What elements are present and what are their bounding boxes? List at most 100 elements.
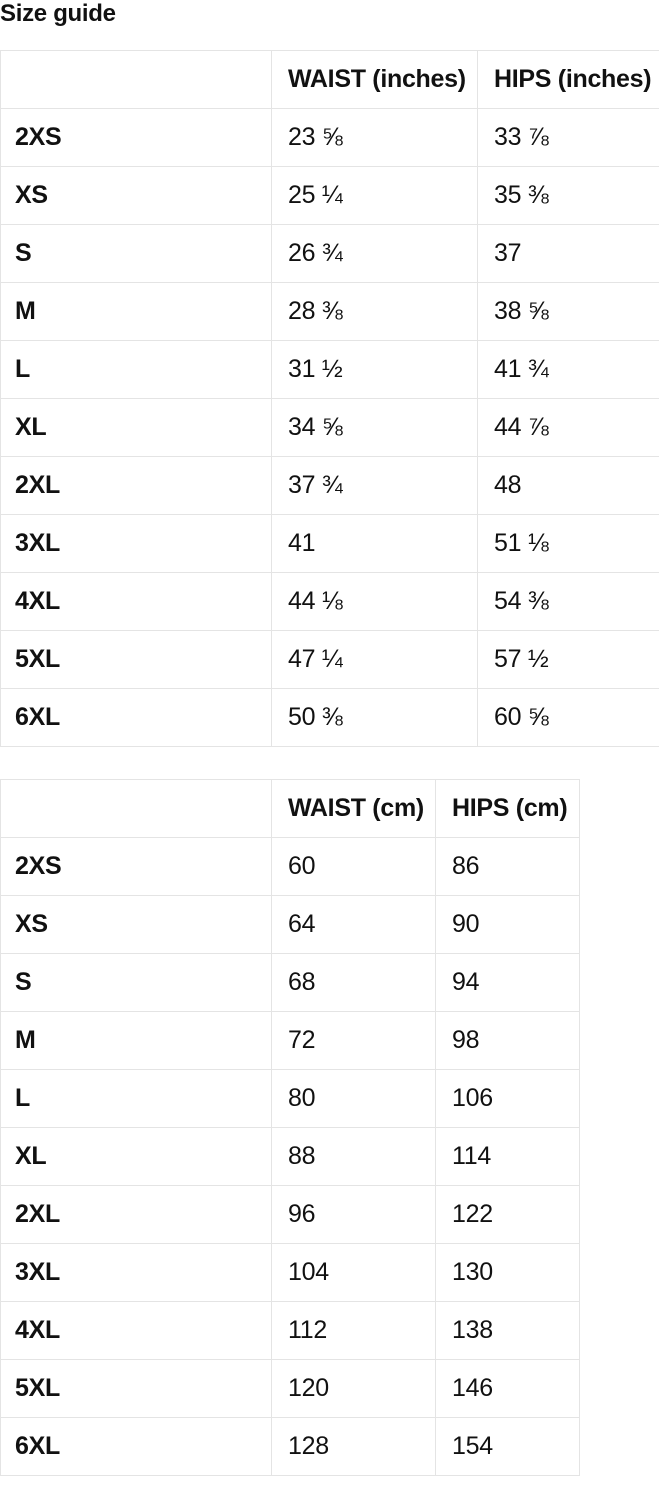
header-row-inches: WAIST (inches) HIPS (inches) (0, 50, 659, 109)
table-row: XL 34 ⅝ 44 ⅞ (0, 398, 659, 457)
table-row: S 26 ¾ 37 (0, 224, 659, 283)
size-label: S (0, 224, 272, 283)
header-size-blank (0, 50, 272, 109)
size-label: L (0, 1069, 272, 1128)
measurement-value: 31 ½ (271, 340, 478, 399)
measurement-value: 41 ¾ (477, 340, 659, 399)
measurement-value: 96 (271, 1185, 436, 1244)
size-label: XL (0, 1127, 272, 1186)
size-label: 5XL (0, 630, 272, 689)
measurement-value: 98 (435, 1011, 580, 1070)
size-label: M (0, 1011, 272, 1070)
table-row: M 72 98 (0, 1011, 580, 1070)
header-hips-cm: HIPS (cm) (435, 779, 580, 838)
table-row: S 68 94 (0, 953, 580, 1012)
measurement-value: 34 ⅝ (271, 398, 478, 457)
header-waist-cm: WAIST (cm) (271, 779, 436, 838)
measurement-value: 54 ⅜ (477, 572, 659, 631)
measurement-value: 68 (271, 953, 436, 1012)
table-body-inches: 2XS 23 ⅝ 33 ⅞ XS 25 ¼ 35 ⅜ S 26 ¾ 37 M 28 ⅜ 38 ⅝ L 31… (0, 108, 659, 747)
measurement-value: 60 (271, 837, 436, 896)
measurement-value: 80 (271, 1069, 436, 1128)
size-label: 2XS (0, 108, 272, 167)
measurement-value: 37 ¾ (271, 456, 478, 515)
measurement-value: 130 (435, 1243, 580, 1302)
table-row: 5XL 47 ¼ 57 ½ (0, 630, 659, 689)
table-body-cm: 2XS 60 86 XS 64 90 S 68 94 M 72 98 L 80 106 XL 88 114 2XL 9… (0, 837, 580, 1476)
measurement-value: 35 ⅜ (477, 166, 659, 225)
measurement-value: 138 (435, 1301, 580, 1360)
measurement-value: 33 ⅞ (477, 108, 659, 167)
measurement-value: 122 (435, 1185, 580, 1244)
size-label: 2XL (0, 1185, 272, 1244)
size-label: L (0, 340, 272, 399)
measurement-value: 38 ⅝ (477, 282, 659, 341)
measurement-value: 57 ½ (477, 630, 659, 689)
size-label: XS (0, 166, 272, 225)
measurement-value: 120 (271, 1359, 436, 1418)
table-row: 3XL 41 51 ⅛ (0, 514, 659, 573)
measurement-value: 50 ⅜ (271, 688, 478, 747)
measurement-value: 25 ¼ (271, 166, 478, 225)
table-row: 6XL 128 154 (0, 1417, 580, 1476)
size-label: 4XL (0, 572, 272, 631)
measurement-value: 64 (271, 895, 436, 954)
measurement-value: 44 ⅛ (271, 572, 478, 631)
header-size-blank (0, 779, 272, 838)
size-label: 6XL (0, 688, 272, 747)
size-table-cm: WAIST (cm) HIPS (cm) 2XS 60 86 XS 64 90 S 68 94 M… (0, 779, 580, 1476)
table-row: L 31 ½ 41 ¾ (0, 340, 659, 399)
table-row: XS 25 ¼ 35 ⅜ (0, 166, 659, 225)
table-row: XS 64 90 (0, 895, 580, 954)
size-label: 4XL (0, 1301, 272, 1360)
table-row: 2XL 96 122 (0, 1185, 580, 1244)
page-title: Size guide (0, 0, 116, 27)
measurement-value: 28 ⅜ (271, 282, 478, 341)
table-row: XL 88 114 (0, 1127, 580, 1186)
table-row: 4XL 44 ⅛ 54 ⅜ (0, 572, 659, 631)
measurement-value: 72 (271, 1011, 436, 1070)
size-label: 2XS (0, 837, 272, 896)
table-row: 4XL 112 138 (0, 1301, 580, 1360)
table-row: 2XL 37 ¾ 48 (0, 456, 659, 515)
measurement-value: 47 ¼ (271, 630, 478, 689)
size-label: S (0, 953, 272, 1012)
size-label: 5XL (0, 1359, 272, 1418)
measurement-value: 90 (435, 895, 580, 954)
table-row: 2XS 23 ⅝ 33 ⅞ (0, 108, 659, 167)
table-row: M 28 ⅜ 38 ⅝ (0, 282, 659, 341)
table-row: 3XL 104 130 (0, 1243, 580, 1302)
size-label: 3XL (0, 1243, 272, 1302)
measurement-value: 60 ⅝ (477, 688, 659, 747)
measurement-value: 106 (435, 1069, 580, 1128)
header-waist-inches: WAIST (inches) (271, 50, 478, 109)
measurement-value: 51 ⅛ (477, 514, 659, 573)
size-label: 2XL (0, 456, 272, 515)
table-row: 6XL 50 ⅜ 60 ⅝ (0, 688, 659, 747)
header-row-cm: WAIST (cm) HIPS (cm) (0, 779, 580, 838)
table-row: 5XL 120 146 (0, 1359, 580, 1418)
measurement-value: 146 (435, 1359, 580, 1418)
measurement-value: 41 (271, 514, 478, 573)
measurement-value: 37 (477, 224, 659, 283)
size-label: XL (0, 398, 272, 457)
measurement-value: 88 (271, 1127, 436, 1186)
size-label: 6XL (0, 1417, 272, 1476)
measurement-value: 23 ⅝ (271, 108, 478, 167)
measurement-value: 114 (435, 1127, 580, 1186)
table-row: 2XS 60 86 (0, 837, 580, 896)
measurement-value: 112 (271, 1301, 436, 1360)
header-hips-inches: HIPS (inches) (477, 50, 659, 109)
measurement-value: 48 (477, 456, 659, 515)
size-label: M (0, 282, 272, 341)
measurement-value: 128 (271, 1417, 436, 1476)
measurement-value: 44 ⅞ (477, 398, 659, 457)
measurement-value: 86 (435, 837, 580, 896)
table-row: L 80 106 (0, 1069, 580, 1128)
measurement-value: 104 (271, 1243, 436, 1302)
size-label: 3XL (0, 514, 272, 573)
size-table-inches: WAIST (inches) HIPS (inches) 2XS 23 ⅝ 33 ⅞… (0, 50, 659, 747)
measurement-value: 26 ¾ (271, 224, 478, 283)
measurement-value: 94 (435, 953, 580, 1012)
measurement-value: 154 (435, 1417, 580, 1476)
